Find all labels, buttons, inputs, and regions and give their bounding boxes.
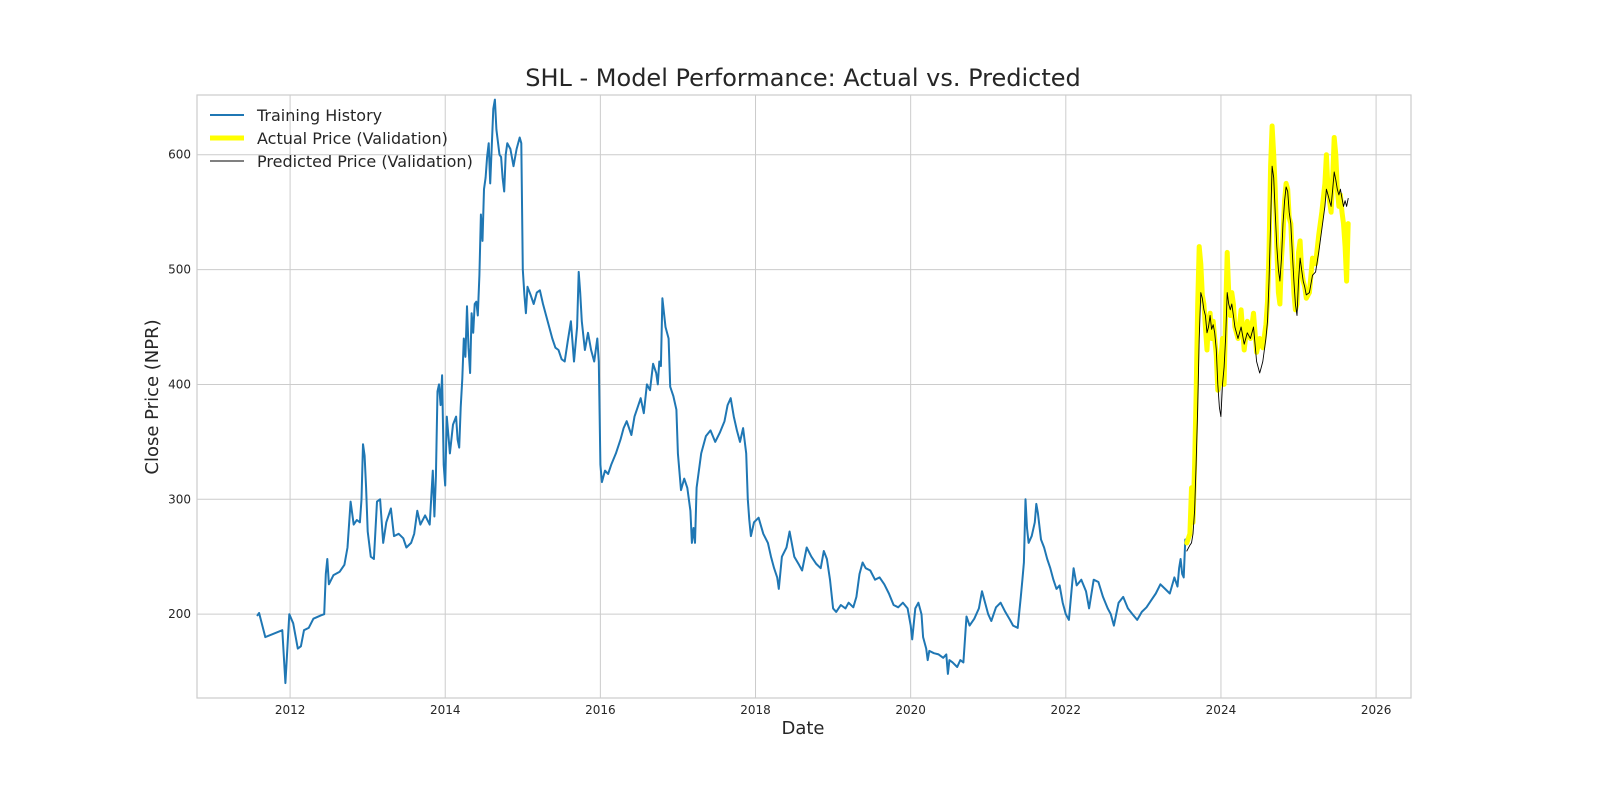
chart-title: SHL - Model Performance: Actual vs. Pred… <box>525 64 1081 92</box>
x-tick-label: 2024 <box>1206 703 1237 717</box>
x-axis-label: Date <box>781 718 824 739</box>
series-line-training-history <box>256 98 1188 685</box>
y-tick-label: 200 <box>168 607 191 621</box>
x-tick-label: 2022 <box>1051 703 1082 717</box>
legend-entry-actual-price-label: Actual Price (Validation) <box>257 129 448 148</box>
x-tick-label: 2014 <box>430 703 461 717</box>
x-tick-label: 2016 <box>585 703 616 717</box>
y-tick-label: 300 <box>168 492 191 506</box>
x-tick-label: 2018 <box>740 703 771 717</box>
x-axis-ticks: 2012 2014 2016 2018 2020 2022 2024 2026 <box>275 703 1392 717</box>
y-axis-label: Close Price (NPR) <box>142 319 163 474</box>
series-line-predicted-price <box>1186 165 1349 552</box>
y-axis-ticks: 200 300 400 500 600 <box>168 148 191 621</box>
x-tick-label: 2020 <box>895 703 926 717</box>
y-tick-label: 500 <box>168 263 191 277</box>
x-tick-label: 2012 <box>275 703 306 717</box>
legend-entry-training-history-label: Training History <box>256 106 382 125</box>
y-tick-label: 400 <box>168 377 191 391</box>
series-group <box>256 98 1351 685</box>
y-tick-label: 600 <box>168 148 191 162</box>
plot-frame <box>196 94 1412 699</box>
grid-lines <box>197 95 1411 698</box>
legend-entry-predicted-price-label: Predicted Price (Validation) <box>257 152 473 171</box>
x-tick-label: 2026 <box>1361 703 1392 717</box>
legend: Training History Actual Price (Validation… <box>210 106 473 171</box>
